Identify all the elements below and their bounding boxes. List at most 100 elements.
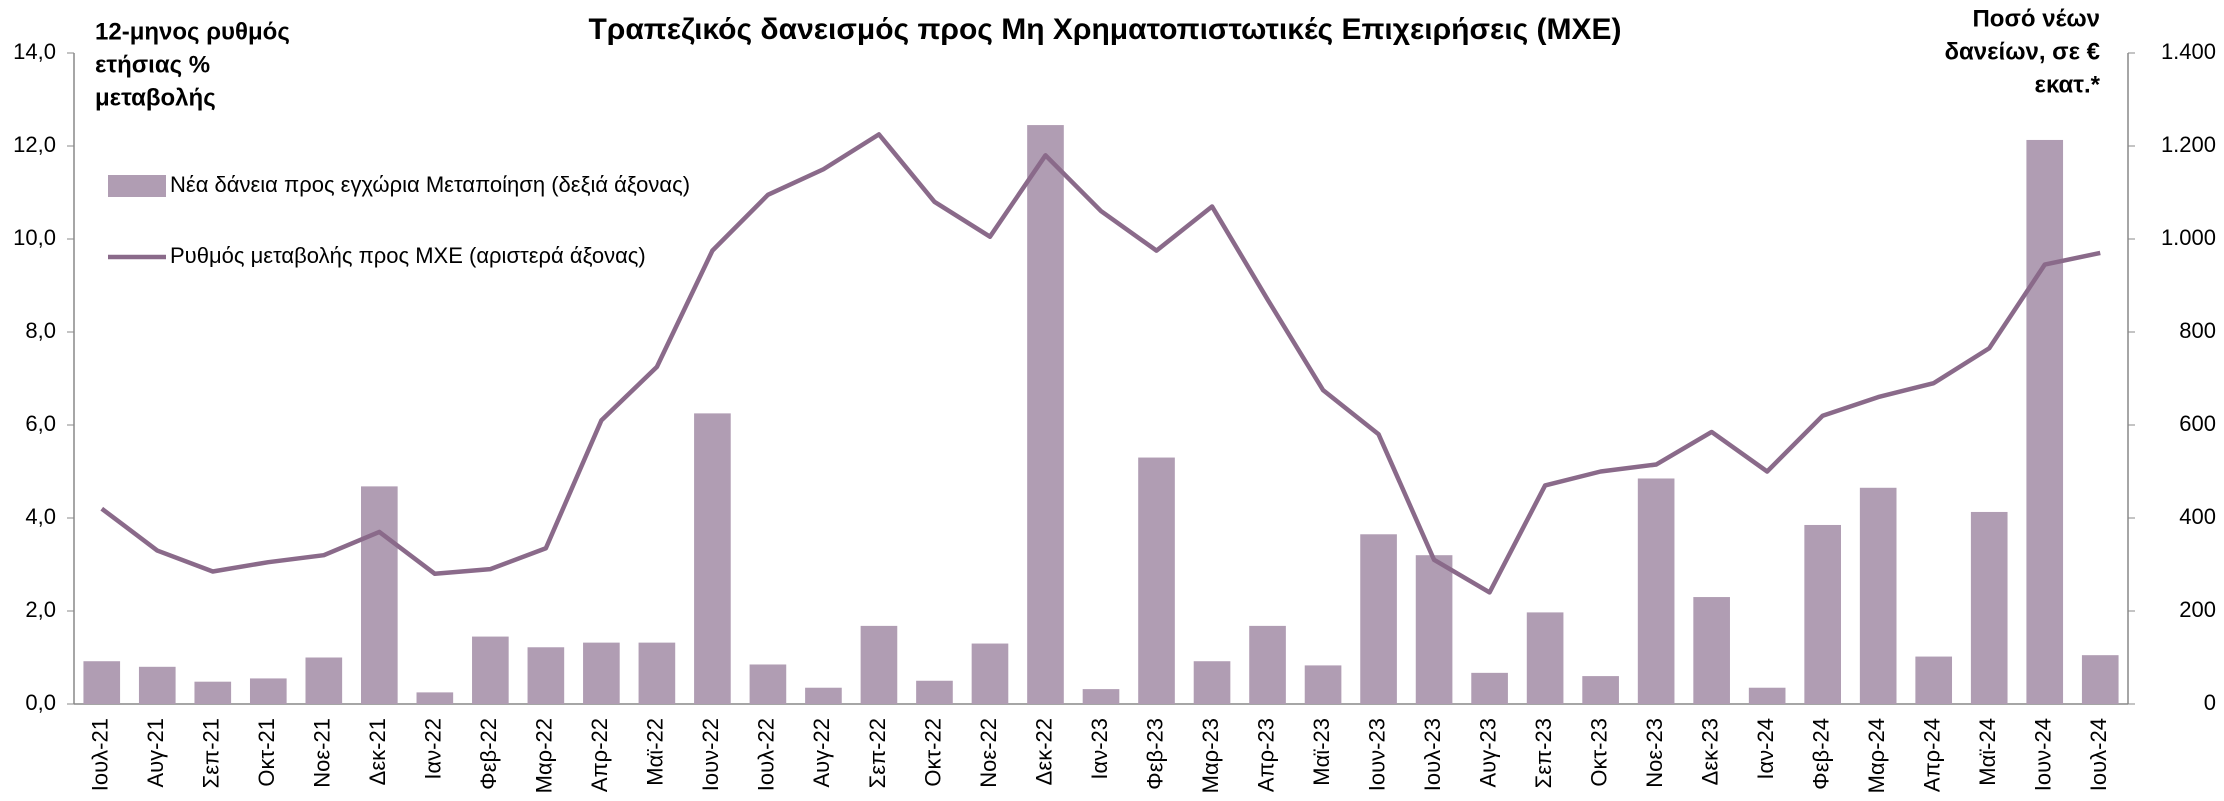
x-tick-label: Απρ-24 xyxy=(1920,718,1945,792)
bar xyxy=(472,636,509,704)
x-tick-label: Φεβ-24 xyxy=(1808,718,1833,790)
y-tick-label: 10,0 xyxy=(13,225,56,250)
bar xyxy=(1693,597,1730,704)
bar xyxy=(694,413,731,704)
bar xyxy=(1637,478,1675,704)
x-tick-label: Μαϊ-23 xyxy=(1309,718,1334,786)
bar xyxy=(2026,139,2064,704)
bar xyxy=(583,642,620,704)
bar xyxy=(1471,672,1508,704)
x-tick-label: Φεβ-22 xyxy=(476,718,501,790)
x-tick-label: Δεκ-21 xyxy=(365,718,390,785)
x-tick-label: Μαρ-22 xyxy=(532,718,557,793)
y-tick-label: 8,0 xyxy=(25,318,56,343)
bar xyxy=(527,647,565,704)
y-tick-label: 2,0 xyxy=(25,597,56,622)
bar xyxy=(749,664,787,704)
x-tick-label: Νοε-21 xyxy=(310,718,335,788)
y2-tick-label: 1.200 xyxy=(2161,132,2216,157)
y-tick-label: 0,0 xyxy=(25,690,56,715)
chart-title: Τραπεζικός δανεισμός προς Μη Χρηματοπιστ… xyxy=(588,13,1621,46)
bar xyxy=(361,486,398,704)
x-tick-label: Ιουλ-24 xyxy=(2086,718,2111,791)
bar xyxy=(1138,457,1175,704)
x-tick-label: Μαρ-24 xyxy=(1864,718,1889,793)
bar xyxy=(138,666,176,704)
y-tick-label: 4,0 xyxy=(25,504,56,529)
bar xyxy=(1249,625,1286,704)
x-tick-label: Αυγ-21 xyxy=(143,718,168,788)
y2-axis-title: Ποσό νέων xyxy=(1972,5,2100,32)
x-tick-label: Σεπ-22 xyxy=(865,718,890,788)
bar xyxy=(1748,687,1786,704)
y-axis-title: ετήσιας % xyxy=(95,51,210,78)
x-tick-label: Μαϊ-24 xyxy=(1975,718,2000,786)
legend-label: Νέα δάνεια προς εγχώρια Μεταποίηση (δεξι… xyxy=(170,172,690,197)
bar xyxy=(1970,511,2008,704)
x-tick-label: Αυγ-23 xyxy=(1475,718,1500,788)
y2-tick-label: 1.400 xyxy=(2161,39,2216,64)
line xyxy=(100,132,2101,595)
bar xyxy=(83,661,121,704)
x-tick-label: Οκτ-22 xyxy=(920,718,945,787)
y2-tick-label: 200 xyxy=(2179,597,2216,622)
bar xyxy=(194,681,232,704)
bar xyxy=(1859,487,1897,704)
x-tick-label: Ιαν-23 xyxy=(1087,718,1112,780)
x-tick-label: Απρ-22 xyxy=(587,718,612,792)
bar xyxy=(1582,676,1619,704)
x-tick-label: Οκτ-23 xyxy=(1586,718,1611,787)
x-tick-label: Μαϊ-22 xyxy=(643,718,668,786)
y2-tick-label: 1.000 xyxy=(2161,225,2216,250)
x-tick-label: Ιαν-22 xyxy=(421,718,446,780)
bar xyxy=(416,692,454,704)
x-tick-label: Νοε-23 xyxy=(1642,718,1667,788)
bar xyxy=(2081,655,2119,704)
bar xyxy=(305,657,343,704)
x-tick-label: Σεπ-21 xyxy=(199,718,224,788)
y-tick-label: 14,0 xyxy=(13,39,56,64)
bar xyxy=(1804,524,1841,704)
legend-label: Ρυθμός μεταβολής προς ΜΧΕ (αριστερά άξον… xyxy=(170,243,646,268)
y2-tick-label: 600 xyxy=(2179,411,2216,436)
bar xyxy=(1526,612,1564,704)
bar xyxy=(638,642,676,704)
bar xyxy=(1027,125,1064,704)
x-tick-label: Ιουν-23 xyxy=(1364,718,1389,791)
x-tick-label: Μαρ-23 xyxy=(1198,718,1223,793)
y2-axis-title: δανείων, σε € xyxy=(1945,38,2101,65)
bar xyxy=(1360,534,1397,704)
x-tick-label: Οκτ-21 xyxy=(254,718,279,787)
y-tick-label: 12,0 xyxy=(13,132,56,157)
x-tick-label: Ιουλ-21 xyxy=(88,718,113,791)
bar xyxy=(971,643,1009,704)
x-tick-label: Ιουν-22 xyxy=(698,718,723,791)
y2-tick-label: 800 xyxy=(2179,318,2216,343)
bar xyxy=(1915,656,1953,704)
bar xyxy=(916,680,953,704)
bar xyxy=(249,678,287,704)
bar xyxy=(1193,661,1231,704)
x-tick-label: Σεπ-23 xyxy=(1531,718,1556,788)
y2-axis-title: εκατ.* xyxy=(2035,71,2101,98)
bar xyxy=(1415,555,1453,704)
y-tick-label: 6,0 xyxy=(25,411,56,436)
x-tick-label: Ιουλ-23 xyxy=(1420,718,1445,791)
x-tick-label: Δεκ-23 xyxy=(1697,718,1722,785)
bar xyxy=(1304,665,1342,704)
x-tick-label: Ιαν-24 xyxy=(1753,718,1778,780)
y-axis-title: 12-μηνος ρυθμός xyxy=(95,18,290,45)
x-tick-label: Δεκ-22 xyxy=(1031,718,1056,785)
x-tick-label: Νοε-22 xyxy=(976,718,1001,788)
x-tick-label: Αυγ-22 xyxy=(809,718,834,788)
x-tick-label: Φεβ-23 xyxy=(1142,718,1167,790)
x-tick-label: Ιουν-24 xyxy=(2031,718,2056,791)
y2-tick-label: 0 xyxy=(2204,690,2216,715)
legend-swatch xyxy=(108,175,166,197)
x-tick-label: Ιουλ-22 xyxy=(754,718,779,791)
bar xyxy=(805,687,842,704)
x-tick-label: Απρ-23 xyxy=(1253,718,1278,792)
y2-tick-label: 400 xyxy=(2179,504,2216,529)
bar xyxy=(1082,689,1120,704)
